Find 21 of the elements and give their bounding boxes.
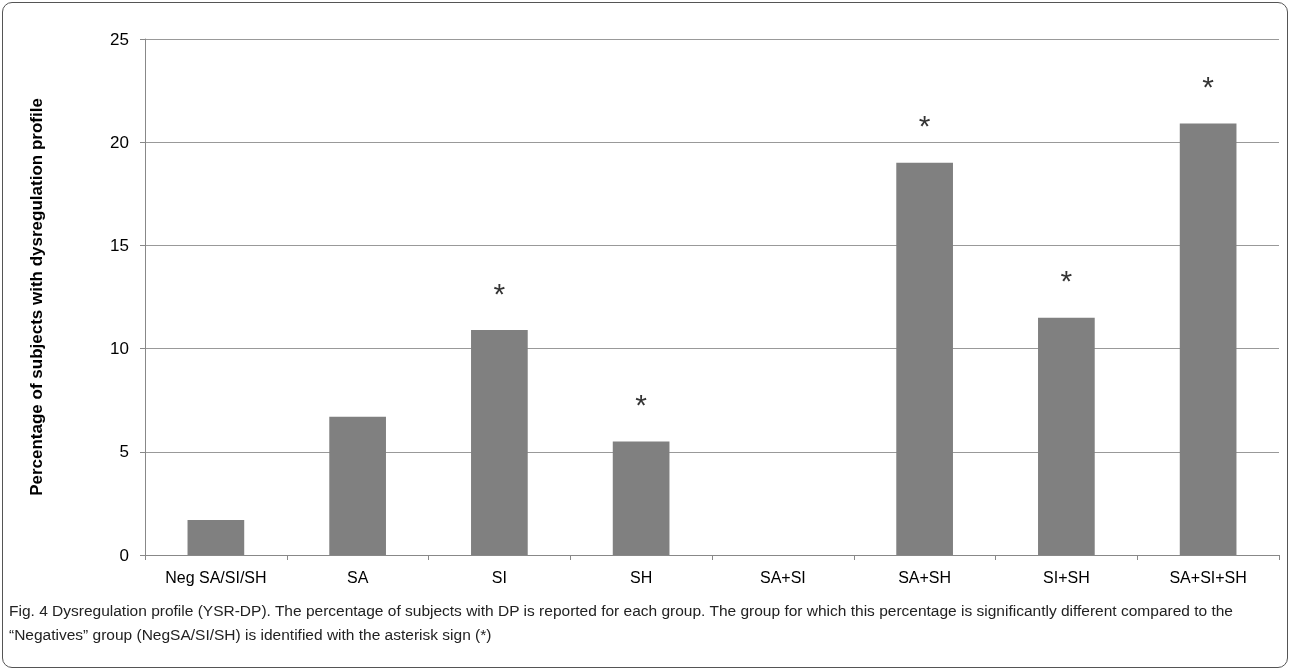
y-axis-title: Percentage of subjects with dysregulation profile	[27, 98, 46, 496]
x-tick-label: Neg SA/SI/SH	[165, 568, 267, 586]
y-tick-label: 20	[110, 132, 129, 152]
x-tick-label: SA+SH	[898, 568, 952, 586]
annotation: *	[635, 387, 648, 421]
caption: Fig. 4 Dysregulation profile (YSR-DP). The percentage of subjects with DP is reported for each group. The group for which this percentage is significantly different compared to the “Negatives” group (NegSA/SI/SH) is identified with the asterisk sign (*)	[9, 601, 1234, 645]
x-tick-label: SA+SI+SH	[1169, 568, 1247, 586]
x-tick-label: SI	[491, 568, 507, 586]
y-tick-label: 5	[119, 442, 129, 462]
annotation: *	[493, 276, 506, 310]
y-tick-label: 0	[119, 545, 129, 565]
annotation: *	[1060, 264, 1073, 298]
x-tick-label: SI+SH	[1043, 568, 1090, 586]
annotation: *	[918, 109, 931, 143]
y-tick-label: 25	[110, 29, 129, 49]
x-tick-label: SA	[346, 568, 369, 586]
annotation: *	[1202, 70, 1215, 104]
y-tick-label: 15	[110, 235, 129, 255]
x-tick-label: SA+SI	[759, 568, 806, 586]
x-tick-label: SH	[630, 568, 653, 586]
y-tick-label: 10	[110, 339, 129, 359]
